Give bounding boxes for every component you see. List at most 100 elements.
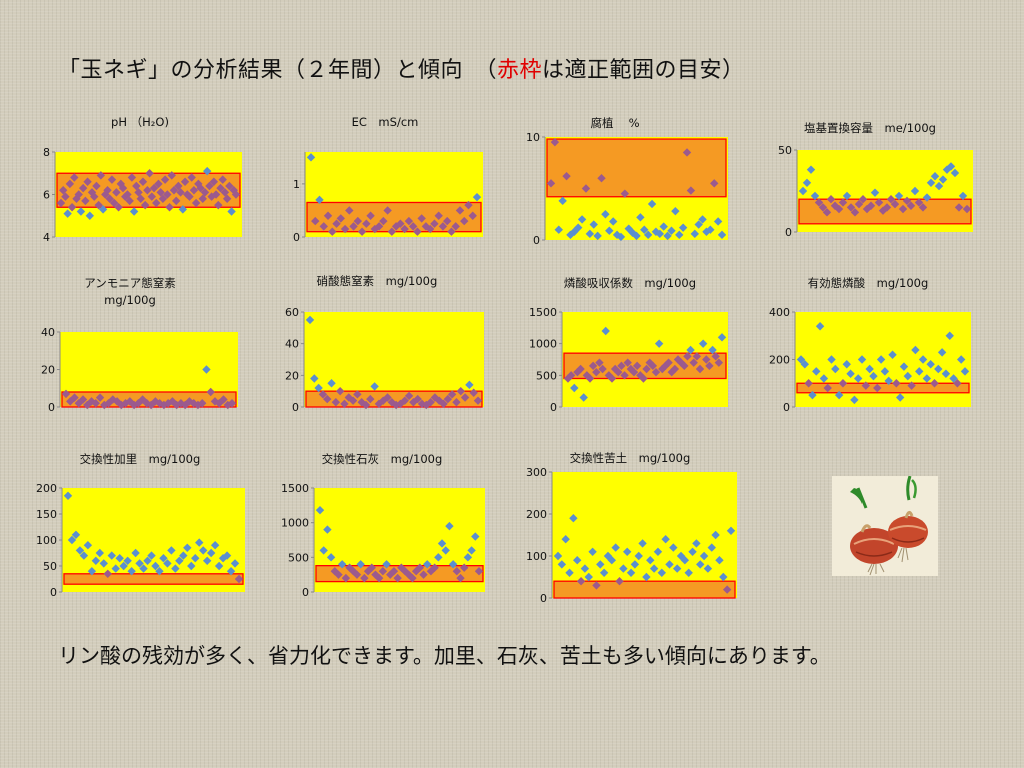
data-point (95, 393, 105, 402)
data-point (370, 382, 379, 391)
data-point (695, 364, 705, 374)
data-point (469, 388, 478, 397)
data-point (314, 383, 323, 393)
data-point (108, 395, 118, 404)
y-tick-label: 1500 (281, 482, 309, 495)
data-point (838, 198, 848, 207)
data-point (176, 188, 185, 197)
data-point (443, 216, 452, 226)
y-tick-label: 10 (526, 131, 540, 144)
data-point (151, 397, 160, 406)
chart-title-ph-0: pH （H₂O) (111, 115, 169, 129)
data-point (675, 230, 684, 240)
chart-humus: 腐植 % 0 10 (526, 116, 728, 247)
chart-title-no3-0: 硝酸態窒素 mg/100g (317, 274, 438, 288)
data-point (95, 548, 105, 558)
data-point (340, 399, 349, 409)
data-point (234, 574, 244, 584)
data-point (187, 561, 196, 571)
data-point (876, 355, 886, 364)
data-point (665, 560, 674, 569)
optimal-range-frame (796, 382, 970, 394)
data-point (456, 386, 465, 396)
y-tick-label: 8 (43, 146, 50, 159)
data-point (472, 192, 482, 202)
data-point (227, 399, 237, 408)
data-point (155, 399, 164, 408)
slide-footer: リン酸の残効が多く、省力化できます。加里、石灰、苦土も多い傾向にあります。 (58, 644, 831, 668)
data-point (846, 203, 856, 212)
data-point (946, 162, 956, 171)
title-post: は適正範囲の目安） (542, 58, 745, 83)
data-point (231, 190, 241, 199)
data-point (67, 535, 77, 545)
data-point (348, 396, 358, 405)
data-point (699, 551, 709, 561)
data-point (163, 190, 172, 199)
data-point (119, 561, 128, 571)
data-point (154, 179, 163, 189)
data-point (70, 393, 79, 402)
data-point (857, 355, 867, 364)
data-point (78, 395, 88, 404)
chart-title-humus-0: 腐植 % (590, 116, 639, 130)
data-point (437, 539, 447, 548)
y-tick-label: 50 (778, 144, 792, 157)
data-point (629, 367, 639, 377)
data-point (938, 175, 948, 184)
data-point (357, 227, 367, 236)
data-point (72, 194, 81, 203)
data-point (815, 322, 825, 331)
data-point (447, 390, 457, 399)
chart-title-avp-0: 有効態燐酸 mg/100g (808, 276, 929, 290)
data-point (438, 222, 448, 231)
data-point (331, 398, 341, 407)
data-point (112, 397, 122, 406)
data-point (206, 387, 215, 397)
data-point (100, 400, 109, 410)
data-point (601, 326, 610, 336)
data-point (819, 374, 829, 383)
data-point (962, 204, 972, 214)
data-point (319, 222, 328, 231)
y-tick-label: 300 (526, 466, 547, 479)
data-point (387, 227, 397, 236)
data-point (930, 172, 940, 181)
data-point (430, 219, 439, 228)
data-point (471, 532, 480, 541)
y-tick-label: 200 (36, 482, 57, 495)
y-tick-label: 200 (526, 508, 547, 521)
data-point (379, 216, 388, 226)
title-pre: 「玉ネギ」の分析結果（２年間）と傾向 （ (58, 58, 498, 83)
data-point (914, 198, 924, 207)
data-point (934, 181, 944, 191)
data-point (305, 315, 315, 325)
onion-illustration (832, 475, 938, 576)
data-point (383, 393, 392, 402)
data-point (882, 203, 892, 212)
data-point (214, 561, 224, 571)
data-point (585, 374, 595, 383)
chart-avp: 有効態燐酸 mg/100g 0 200 400 (769, 276, 971, 414)
data-point (902, 196, 912, 206)
data-point (565, 568, 574, 577)
data-point (676, 551, 686, 561)
data-point (719, 572, 728, 582)
data-point (673, 355, 683, 364)
data-point (87, 397, 96, 406)
y-tick-label: 400 (769, 306, 790, 319)
data-point (117, 400, 126, 410)
data-point (922, 374, 932, 383)
data-point (953, 379, 962, 388)
chart-title-nh4-0: アンモニア態窒素 (84, 276, 176, 290)
data-point (899, 362, 909, 371)
data-point (327, 379, 336, 388)
data-point (651, 367, 661, 377)
chart-mg: 交換性苦土 mg/100g 0 100 200 300 (526, 451, 737, 605)
data-point (910, 186, 920, 196)
data-point (834, 390, 844, 400)
data-point (323, 211, 333, 220)
y-tick-label: 4 (43, 231, 50, 244)
data-point (310, 374, 319, 383)
data-point (880, 367, 890, 376)
